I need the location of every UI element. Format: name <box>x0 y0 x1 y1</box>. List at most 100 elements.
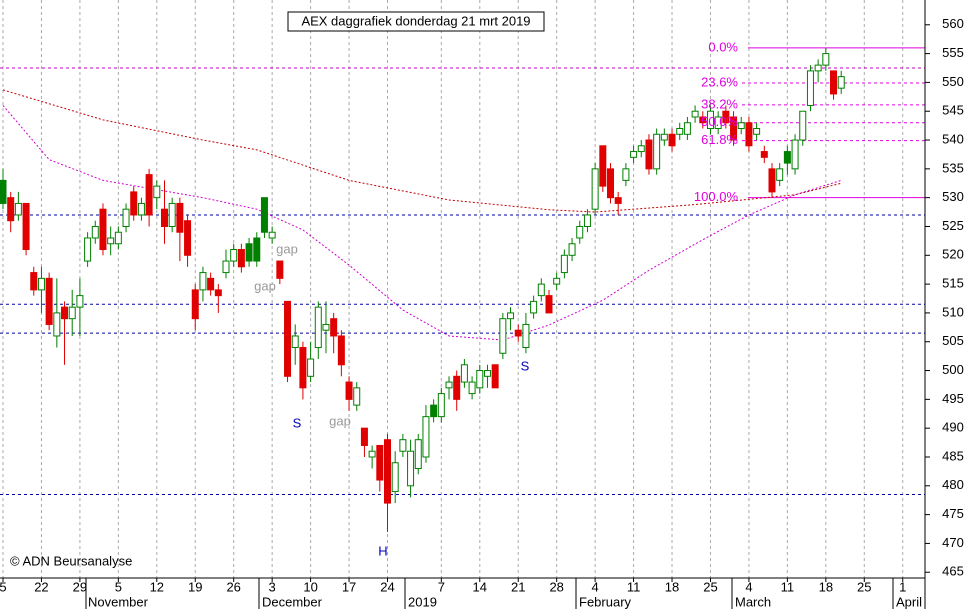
candle-body <box>153 185 161 199</box>
candle-body <box>476 370 484 389</box>
candle-body <box>307 358 315 377</box>
candle-body <box>314 306 322 348</box>
y-tick-label: 520 <box>942 247 964 262</box>
fib-label: 100.0% <box>694 189 739 204</box>
candle-body <box>530 300 538 314</box>
candle-body <box>199 272 207 291</box>
x-tick-label: 18 <box>819 579 833 594</box>
candle-body <box>99 208 107 251</box>
fib-label: 38.2% <box>701 96 738 111</box>
annotation: S <box>293 415 302 430</box>
candle-body <box>160 208 168 227</box>
candle-body <box>806 70 814 106</box>
candle-body <box>730 116 738 141</box>
candle-body <box>114 231 122 245</box>
x-tick-label: 19 <box>188 579 202 594</box>
candle-body <box>260 197 268 233</box>
x-tick-label: 10 <box>303 579 317 594</box>
candle-body <box>499 318 507 354</box>
y-tick-label: 560 <box>942 16 964 31</box>
candle-body <box>107 237 115 245</box>
candle-body <box>760 151 768 158</box>
candle-body <box>22 202 30 251</box>
month-separators <box>85 578 894 609</box>
candle-body <box>284 300 292 377</box>
candle-body <box>814 64 822 72</box>
x-tick-label: 28 <box>549 579 563 594</box>
y-tick-label: 490 <box>942 420 964 435</box>
x-tick-label: 11 <box>781 579 795 594</box>
candle-body <box>407 450 415 487</box>
month-label: 2019 <box>408 594 437 609</box>
candle-body <box>53 312 61 337</box>
candle-body <box>822 53 830 66</box>
candle-body <box>722 110 730 124</box>
candle-body <box>368 450 376 458</box>
x-tick-label: 22 <box>34 579 48 594</box>
candle-body <box>391 462 399 493</box>
candle-body <box>637 145 645 153</box>
fib-label: 50.0% <box>701 114 738 129</box>
x-tick-label: 14 <box>473 579 487 594</box>
y-tick-label: 545 <box>942 103 964 118</box>
candle-body <box>422 416 430 458</box>
candle-body <box>268 231 276 239</box>
candle-body <box>191 289 199 320</box>
candle-body <box>483 370 491 377</box>
candle-body <box>7 197 15 222</box>
candle-body <box>553 277 561 285</box>
annotation: gap <box>329 413 351 428</box>
x-tick-label: 11 <box>627 579 641 594</box>
candle-body <box>184 220 192 256</box>
candle-body <box>245 243 253 262</box>
candle-body <box>68 306 76 320</box>
x-tick-label: 3 <box>269 579 276 594</box>
candle-body <box>176 202 184 233</box>
source: © ADN Beursanalyse <box>10 553 132 568</box>
candle-body <box>568 243 576 256</box>
x-tick-label: 26 <box>226 579 240 594</box>
fib-label: 0.0% <box>708 39 738 54</box>
candle-body <box>384 439 391 504</box>
candle-body <box>437 393 445 418</box>
y-tick-label: 480 <box>942 477 964 492</box>
candle-body <box>683 122 691 135</box>
y-tick-label: 535 <box>942 160 964 175</box>
candle-body <box>599 145 607 187</box>
candle-body <box>207 277 215 291</box>
candle-body <box>783 151 791 164</box>
candle-body <box>522 323 530 348</box>
candle-body <box>330 318 338 337</box>
candle-body <box>14 202 22 216</box>
candle-body <box>791 139 799 170</box>
candle-body <box>583 214 591 227</box>
candle-body <box>514 329 522 337</box>
annotation: H <box>378 543 387 558</box>
candle-body <box>668 133 676 147</box>
month-label: March <box>735 594 771 609</box>
candle-body <box>222 260 230 274</box>
y-tick-label: 515 <box>942 276 964 291</box>
x-tick-label: 5 <box>115 579 122 594</box>
candle-body <box>576 225 584 239</box>
candle-body <box>737 122 745 130</box>
annotation: S <box>521 358 530 373</box>
candle-body <box>560 254 568 274</box>
candle-body <box>545 295 553 314</box>
candle-body <box>276 260 284 279</box>
candle-body <box>799 110 807 141</box>
candle-body <box>0 179 7 204</box>
x-tick-label: 4 <box>592 579 599 594</box>
candle-body <box>91 225 99 239</box>
candle-body <box>676 128 684 135</box>
x-tick-label: 7 <box>438 579 445 594</box>
candle-body <box>376 444 384 481</box>
moving-average <box>2 89 842 213</box>
candle-body <box>337 335 345 366</box>
candle-body <box>230 249 238 262</box>
candle-body <box>45 277 53 325</box>
month-label: April <box>896 594 922 609</box>
title-box <box>287 11 545 32</box>
candle-body <box>430 404 438 418</box>
candle-body <box>714 116 722 130</box>
